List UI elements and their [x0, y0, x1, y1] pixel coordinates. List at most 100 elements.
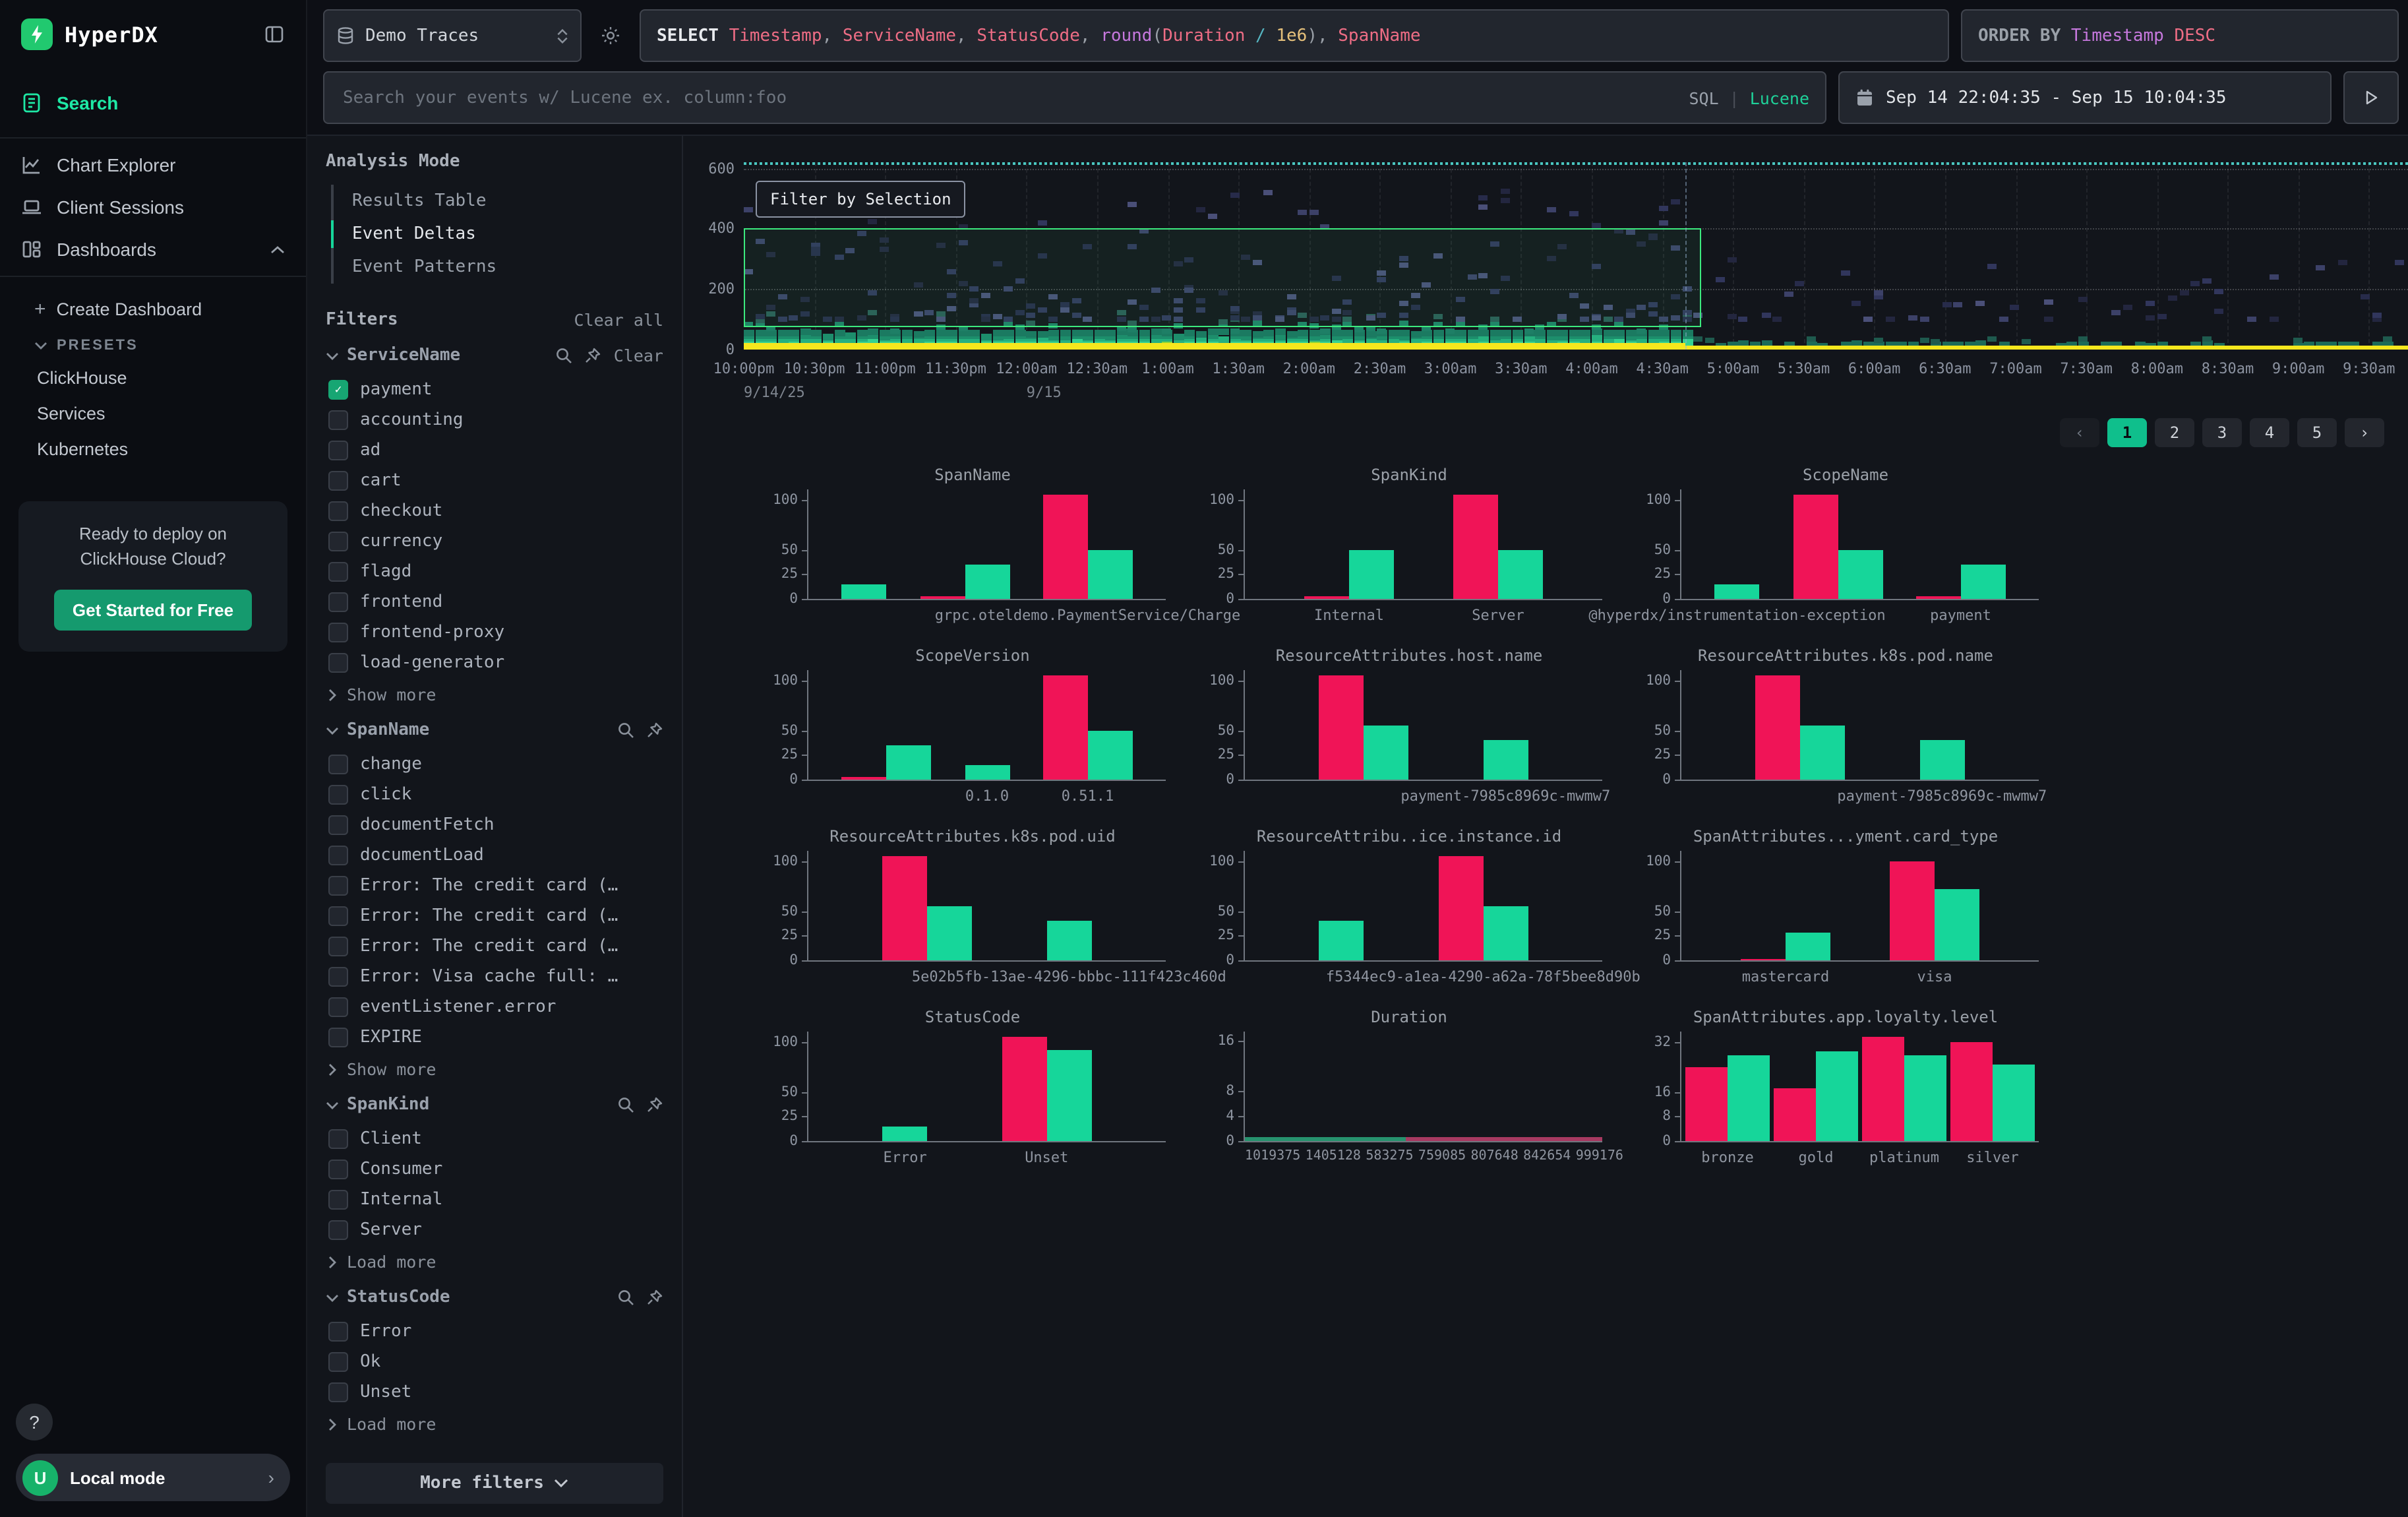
gear-icon[interactable]	[593, 9, 628, 62]
checkbox[interactable]	[328, 501, 348, 521]
checkbox[interactable]	[328, 997, 348, 1017]
heatmap-selection[interactable]	[744, 229, 1701, 327]
pagination-page-3[interactable]: 3	[2202, 418, 2242, 447]
search-icon[interactable]	[556, 347, 573, 364]
clear-all-button[interactable]: Clear all	[574, 310, 663, 330]
checkbox[interactable]	[328, 967, 348, 987]
filter-option[interactable]: Internal	[326, 1186, 663, 1214]
events-heatmap[interactable]: 600400200010:00pm10:30pm11:00pm11:30pm12…	[744, 162, 2408, 350]
sidebar-item-kubernetes[interactable]: Kubernetes	[21, 431, 285, 467]
search-input[interactable]	[340, 86, 1675, 109]
sidebar-item-search[interactable]: Search	[0, 82, 306, 124]
get-started-button[interactable]: Get Started for Free	[54, 589, 252, 630]
checkbox[interactable]: ✓	[328, 380, 348, 400]
lucene-mode-toggle[interactable]: Lucene	[1750, 88, 1809, 108]
checkbox[interactable]	[328, 1160, 348, 1179]
filter-option[interactable]: Client	[326, 1125, 663, 1153]
filter-option[interactable]: Ok	[326, 1348, 663, 1376]
filter-group-header[interactable]: SpanKind	[326, 1095, 663, 1115]
filter-option[interactable]: currency	[326, 528, 663, 555]
filter-option[interactable]: Error: The credit card (…	[326, 902, 663, 930]
analysis-mode-event-deltas[interactable]: Event Deltas	[334, 218, 663, 251]
filter-option[interactable]: frontend-proxy	[326, 619, 663, 646]
pin-icon[interactable]	[585, 347, 602, 364]
user-menu[interactable]: U Local mode ›	[16, 1454, 290, 1501]
sql-select-input[interactable]: SELECT Timestamp, ServiceName, StatusCod…	[640, 9, 1949, 62]
filter-option[interactable]: accounting	[326, 406, 663, 434]
analysis-mode-results-table[interactable]: Results Table	[334, 185, 663, 218]
filter-option[interactable]: Consumer	[326, 1156, 663, 1183]
filter-option[interactable]: Error	[326, 1318, 663, 1346]
order-by-input[interactable]: ORDER BY Timestamp DESC	[1961, 9, 2399, 62]
sidebar-item-services[interactable]: Services	[21, 396, 285, 431]
filter-group-header[interactable]: SpanName	[326, 720, 663, 740]
analysis-mode-event-patterns[interactable]: Event Patterns	[334, 251, 663, 284]
pagination-prev-button[interactable]: ‹	[2060, 418, 2099, 447]
checkbox[interactable]	[328, 1220, 348, 1240]
checkbox[interactable]	[328, 471, 348, 491]
filter-option[interactable]: change	[326, 751, 663, 778]
filter-option[interactable]: flagd	[326, 558, 663, 586]
filter-option[interactable]: load-generator	[326, 649, 663, 677]
sidebar-collapse-button[interactable]	[261, 21, 287, 47]
checkbox[interactable]	[328, 592, 348, 612]
date-range-picker[interactable]: Sep 14 22:04:35 - Sep 15 10:04:35	[1838, 71, 2332, 124]
filter-option[interactable]: EXPIRE	[326, 1024, 663, 1051]
checkbox[interactable]	[328, 1352, 348, 1372]
checkbox[interactable]	[328, 876, 348, 896]
filter-option[interactable]: frontend	[326, 588, 663, 616]
filter-group-header[interactable]: StatusCode	[326, 1287, 663, 1307]
filter-option[interactable]: documentFetch	[326, 811, 663, 839]
filter-group-header[interactable]: ServiceNameClear	[326, 346, 663, 365]
presets-toggle[interactable]: PRESETS	[21, 328, 285, 360]
pin-icon[interactable]	[646, 1096, 663, 1113]
pagination-page-5[interactable]: 5	[2297, 418, 2337, 447]
checkbox[interactable]	[328, 815, 348, 835]
checkbox[interactable]	[328, 846, 348, 865]
filter-option[interactable]: ad	[326, 437, 663, 464]
sidebar-item-chart-explorer[interactable]: Chart Explorer	[0, 144, 306, 186]
checkbox[interactable]	[328, 755, 348, 774]
pin-icon[interactable]	[646, 722, 663, 739]
filter-option[interactable]: checkout	[326, 497, 663, 525]
checkbox[interactable]	[328, 653, 348, 673]
filter-option[interactable]: Error: The credit card (…	[326, 872, 663, 900]
load-more-button[interactable]: Show more	[328, 1059, 663, 1079]
filter-option[interactable]: click	[326, 781, 663, 809]
filter-option[interactable]: eventListener.error	[326, 993, 663, 1021]
checkbox[interactable]	[328, 623, 348, 642]
checkbox[interactable]	[328, 562, 348, 582]
filter-option[interactable]: Error: The credit card (…	[326, 933, 663, 960]
filter-by-selection-button[interactable]: Filter by Selection	[756, 181, 966, 218]
search-icon[interactable]	[617, 1289, 634, 1306]
load-more-button[interactable]: Show more	[328, 685, 663, 704]
checkbox[interactable]	[328, 785, 348, 805]
search-icon[interactable]	[617, 722, 634, 739]
create-dashboard-button[interactable]: + Create Dashboard	[21, 290, 285, 328]
pagination-page-2[interactable]: 2	[2155, 418, 2194, 447]
filter-option[interactable]: Server	[326, 1216, 663, 1244]
filter-option[interactable]: documentLoad	[326, 842, 663, 869]
pagination-next-button[interactable]: ›	[2345, 418, 2384, 447]
run-query-button[interactable]	[2343, 71, 2399, 124]
clear-filter-button[interactable]: Clear	[614, 346, 663, 365]
sidebar-item-clickhouse[interactable]: ClickHouse	[21, 360, 285, 396]
checkbox[interactable]	[328, 410, 348, 430]
checkbox[interactable]	[328, 937, 348, 956]
checkbox[interactable]	[328, 906, 348, 926]
filter-option[interactable]: ✓payment	[326, 376, 663, 404]
checkbox[interactable]	[328, 1322, 348, 1342]
filter-option[interactable]: cart	[326, 467, 663, 495]
checkbox[interactable]	[328, 1129, 348, 1149]
checkbox[interactable]	[328, 1190, 348, 1210]
more-filters-button[interactable]: More filters	[326, 1463, 663, 1504]
pin-icon[interactable]	[646, 1289, 663, 1306]
load-more-button[interactable]: Load more	[328, 1252, 663, 1272]
sidebar-item-dashboards[interactable]: Dashboards	[0, 228, 306, 270]
help-button[interactable]: ?	[16, 1404, 53, 1440]
checkbox[interactable]	[328, 1382, 348, 1402]
filter-option[interactable]: Error: Visa cache full: …	[326, 963, 663, 991]
checkbox[interactable]	[328, 532, 348, 551]
sidebar-item-client-sessions[interactable]: Client Sessions	[0, 186, 306, 228]
load-more-button[interactable]: Load more	[328, 1414, 663, 1434]
